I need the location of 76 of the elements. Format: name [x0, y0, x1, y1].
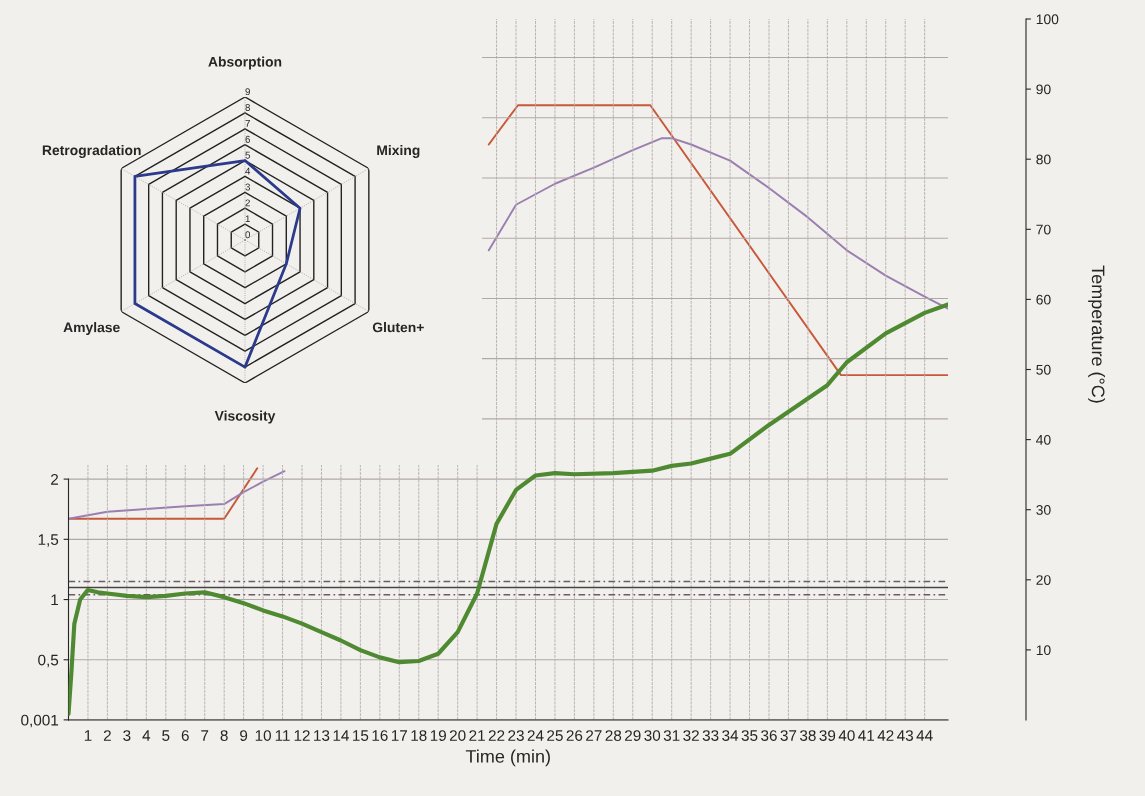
x-tick-label: 40 [838, 730, 855, 741]
x-tick-label: 36 [761, 730, 777, 741]
y-tick-label: 9 [245, 88, 250, 96]
y-tick-label: 4 [245, 167, 251, 175]
x-tick-label: 20 [449, 730, 466, 741]
y-tick-label: 5 [245, 151, 250, 159]
spoke-label: Absorption [208, 56, 282, 70]
x-tick-label: 26 [566, 730, 583, 741]
y2-tick-label: 90 [1036, 84, 1051, 95]
x-tick-label: 5 [162, 730, 170, 741]
x-tick-label: 3 [123, 730, 131, 741]
x-tick-label: 35 [741, 730, 758, 741]
x-tick-label: 38 [799, 730, 816, 741]
x-tick-label: 6 [181, 730, 189, 741]
x-tick-label: 42 [877, 730, 894, 741]
y2-axis-title: Temperature (°C) [1088, 265, 1105, 403]
x-tick-label: 43 [897, 730, 914, 741]
x-axis-title: Time (min) [465, 749, 550, 767]
x-tick-label: 18 [411, 730, 427, 741]
x-tick-label: 28 [605, 730, 622, 741]
x-tick-label: 31 [663, 730, 680, 741]
y2-tick-label: 20 [1036, 575, 1051, 585]
x-tick-label: 16 [372, 730, 388, 741]
spoke-label: Gluten+ [372, 322, 424, 333]
y-tick-label: 0,5 [38, 654, 59, 668]
x-tick-label: 23 [508, 730, 524, 741]
x-tick-label: 15 [353, 730, 369, 741]
x-tick-label: 41 [858, 730, 875, 741]
x-tick-label: 44 [916, 730, 933, 741]
y-tick-label: 2 [245, 199, 250, 207]
y-tick-label: 1,5 [38, 534, 59, 547]
x-tick-label: 11 [275, 730, 290, 741]
spoke-label: Viscosity [214, 410, 276, 424]
x-tick-label: 29 [625, 730, 641, 741]
x-tick-label: 12 [294, 730, 310, 741]
y-tick-label: 1 [245, 215, 250, 223]
x-tick-label: 14 [333, 730, 349, 741]
y2-tick-label: 50 [1036, 364, 1051, 375]
y-tick-label: 8 [245, 104, 250, 111]
x-tick-label: 22 [488, 730, 505, 741]
x-tick-label: 33 [702, 730, 719, 741]
x-tick-label: 37 [780, 730, 797, 741]
x-tick-label: 32 [683, 730, 699, 741]
spoke-label: Retrogradation [42, 144, 141, 158]
spoke-label: Mixing [377, 144, 420, 158]
x-tick-label: 10 [255, 730, 271, 741]
x-tick-label: 27 [586, 730, 602, 741]
x-tick-label: 13 [314, 730, 330, 741]
x-tick-label: 25 [547, 730, 563, 741]
y-tick-label: 3 [245, 183, 250, 191]
x-tick-label: 30 [644, 730, 661, 741]
y-tick-label: 0 [245, 231, 251, 239]
y-tick-label: 6 [245, 135, 250, 143]
y-tick-label: 0,001 [21, 714, 59, 728]
x-tick-label: 2 [103, 730, 111, 741]
x-tick-label: 8 [220, 730, 228, 741]
y-tick-label: 2 [51, 473, 59, 485]
x-tick-label: 17 [391, 730, 408, 741]
y2-tick-label: 100 [1036, 14, 1059, 25]
y2-tick-label: 70 [1036, 224, 1051, 235]
y2-tick-label: 80 [1036, 154, 1051, 165]
y2-tick-label: 40 [1036, 434, 1051, 445]
y-tick-label: 7 [245, 120, 250, 127]
x-tick-label: 19 [430, 730, 446, 741]
x-tick-label: 39 [819, 730, 836, 741]
x-tick-label: 1 [84, 730, 92, 741]
y-tick-label: 1 [51, 594, 59, 606]
y2-tick-label: 30 [1036, 505, 1051, 515]
x-tick-label: 34 [722, 730, 739, 741]
y2-tick-label: 10 [1036, 645, 1051, 656]
x-tick-label: 21 [469, 730, 485, 741]
x-tick-label: 4 [142, 730, 151, 741]
x-tick-label: 7 [201, 730, 209, 741]
y2-tick-label: 60 [1036, 294, 1051, 305]
x-tick-label: 24 [527, 730, 544, 741]
spoke-label: Amylase [63, 322, 120, 335]
